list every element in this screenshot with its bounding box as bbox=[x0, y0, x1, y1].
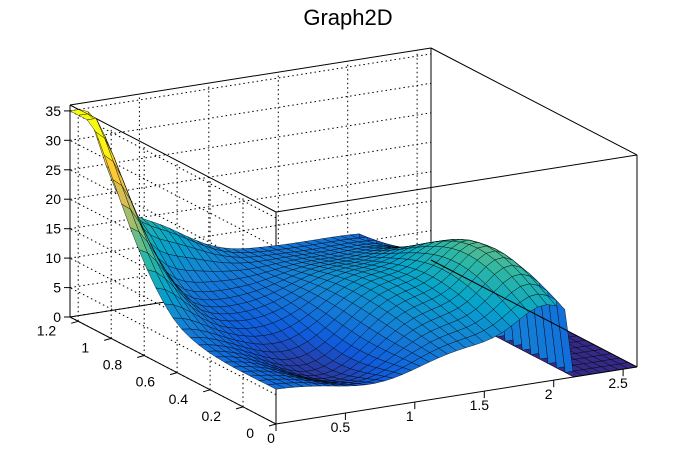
box-edge bbox=[430, 259, 638, 368]
z-gridline bbox=[69, 53, 432, 112]
z-gridline bbox=[69, 110, 277, 219]
box-edge bbox=[430, 47, 638, 156]
z-tick-label: 0 bbox=[53, 309, 61, 325]
y-tick-label: 0.4 bbox=[169, 391, 189, 407]
surface-mesh bbox=[69, 109, 638, 390]
box-edge bbox=[275, 154, 638, 213]
x-tick-label: 2 bbox=[545, 386, 553, 402]
z-tick-label: 35 bbox=[45, 103, 61, 119]
chart-title: Graph2D bbox=[303, 5, 392, 30]
y-tick-mark bbox=[202, 389, 211, 393]
z-gridline bbox=[69, 82, 432, 141]
z-tick-label: 15 bbox=[45, 221, 61, 237]
x-tick-label: 2.5 bbox=[608, 375, 628, 391]
z-tick-label: 25 bbox=[45, 162, 61, 178]
z-gridline bbox=[69, 112, 432, 171]
z-tick-label: 10 bbox=[45, 250, 61, 266]
box-edge bbox=[69, 47, 432, 106]
y-tick-mark bbox=[104, 337, 112, 341]
y-tick-mark bbox=[235, 406, 244, 410]
z-tick-label: 30 bbox=[45, 132, 61, 148]
y-tick-mark bbox=[71, 320, 79, 324]
y-tick-label: 0 bbox=[246, 425, 254, 441]
y-tick-label: 0.2 bbox=[202, 408, 222, 424]
x-tick-label: 0 bbox=[267, 430, 275, 446]
z-tick-label: 20 bbox=[45, 191, 61, 207]
x-tick-label: 0.5 bbox=[331, 419, 351, 435]
y-tick-label: 1.2 bbox=[37, 322, 57, 338]
z-tick-label: 5 bbox=[53, 280, 61, 296]
x-tick-label: 1 bbox=[406, 408, 414, 424]
y-tick-mark bbox=[137, 355, 145, 358]
axis-ticks: 0510152025303500.20.40.60.811.200.511.52… bbox=[37, 103, 628, 446]
y-tick-label: 0.6 bbox=[136, 374, 156, 390]
box-edge bbox=[69, 316, 277, 425]
box-front-edges bbox=[275, 47, 638, 425]
y-tick-mark bbox=[268, 423, 277, 427]
y-tick-mark bbox=[169, 372, 178, 376]
y-tick-label: 0.8 bbox=[103, 357, 123, 373]
box-edge bbox=[69, 104, 277, 213]
y-tick-label: 1 bbox=[81, 339, 89, 355]
x-tick-label: 1.5 bbox=[470, 397, 490, 413]
box-edge bbox=[275, 366, 638, 425]
